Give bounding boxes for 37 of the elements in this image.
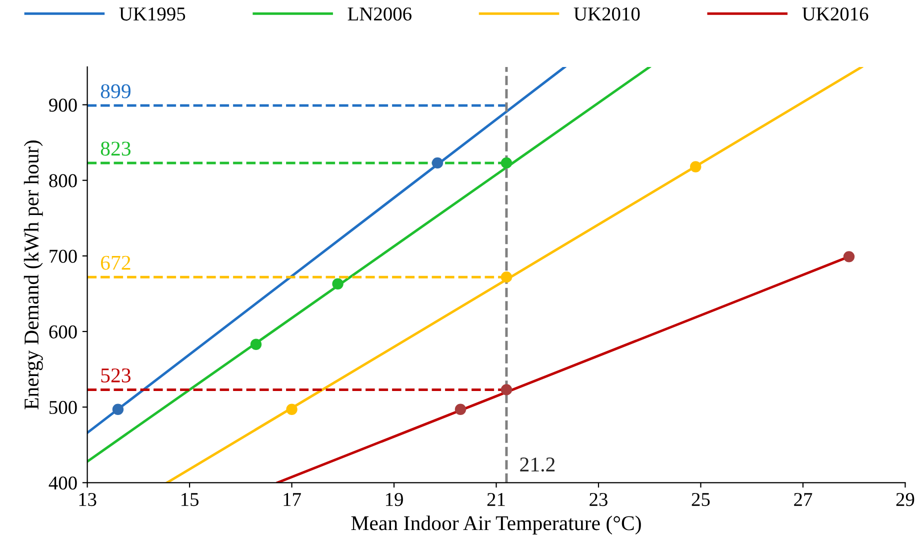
- point: [286, 404, 298, 415]
- series-label: 823: [100, 142, 131, 156]
- point: [432, 157, 444, 169]
- point: [250, 338, 262, 350]
- point: [112, 404, 124, 415]
- x-tick-label: 23: [590, 493, 608, 506]
- point: [500, 157, 512, 169]
- series-label: 899: [100, 84, 130, 98]
- series-label: 672: [100, 256, 130, 270]
- point: [332, 278, 344, 290]
- x-tick-label: 27: [794, 493, 812, 506]
- legend-label: UK2010: [574, 7, 640, 21]
- point: [500, 384, 512, 396]
- series-label: 523: [101, 368, 131, 382]
- x-tick-label: 21: [487, 493, 505, 506]
- y-axis-title: Energy Demand (kWh per hour): [24, 140, 43, 410]
- legend-label: UK2016: [802, 7, 868, 21]
- x-tick-label: 17: [284, 493, 301, 506]
- ref-line-label: 21.2: [520, 458, 555, 472]
- legend-label: LN2006: [348, 7, 412, 21]
- x-tick-label: 25: [692, 493, 710, 506]
- x-tick-label: 19: [386, 493, 403, 506]
- x-tick-label: 15: [182, 493, 199, 506]
- x-tick-label: 13: [79, 493, 96, 506]
- y-tick-label: 700: [50, 250, 77, 263]
- point: [690, 161, 702, 172]
- y-tick-label: 400: [48, 476, 77, 490]
- point: [454, 404, 466, 415]
- point: [500, 271, 512, 283]
- y-tick-label: 800: [49, 174, 77, 188]
- y-tick-label: 500: [50, 400, 77, 414]
- x-tick-label: 29: [896, 493, 914, 506]
- legend-label: UK1995: [119, 8, 186, 21]
- y-tick-label: 600: [49, 325, 77, 338]
- x-axis-title: Mean Indoor Air Temperature (°C): [351, 516, 641, 534]
- point: [843, 251, 855, 262]
- y-tick-label: 900: [49, 98, 77, 112]
